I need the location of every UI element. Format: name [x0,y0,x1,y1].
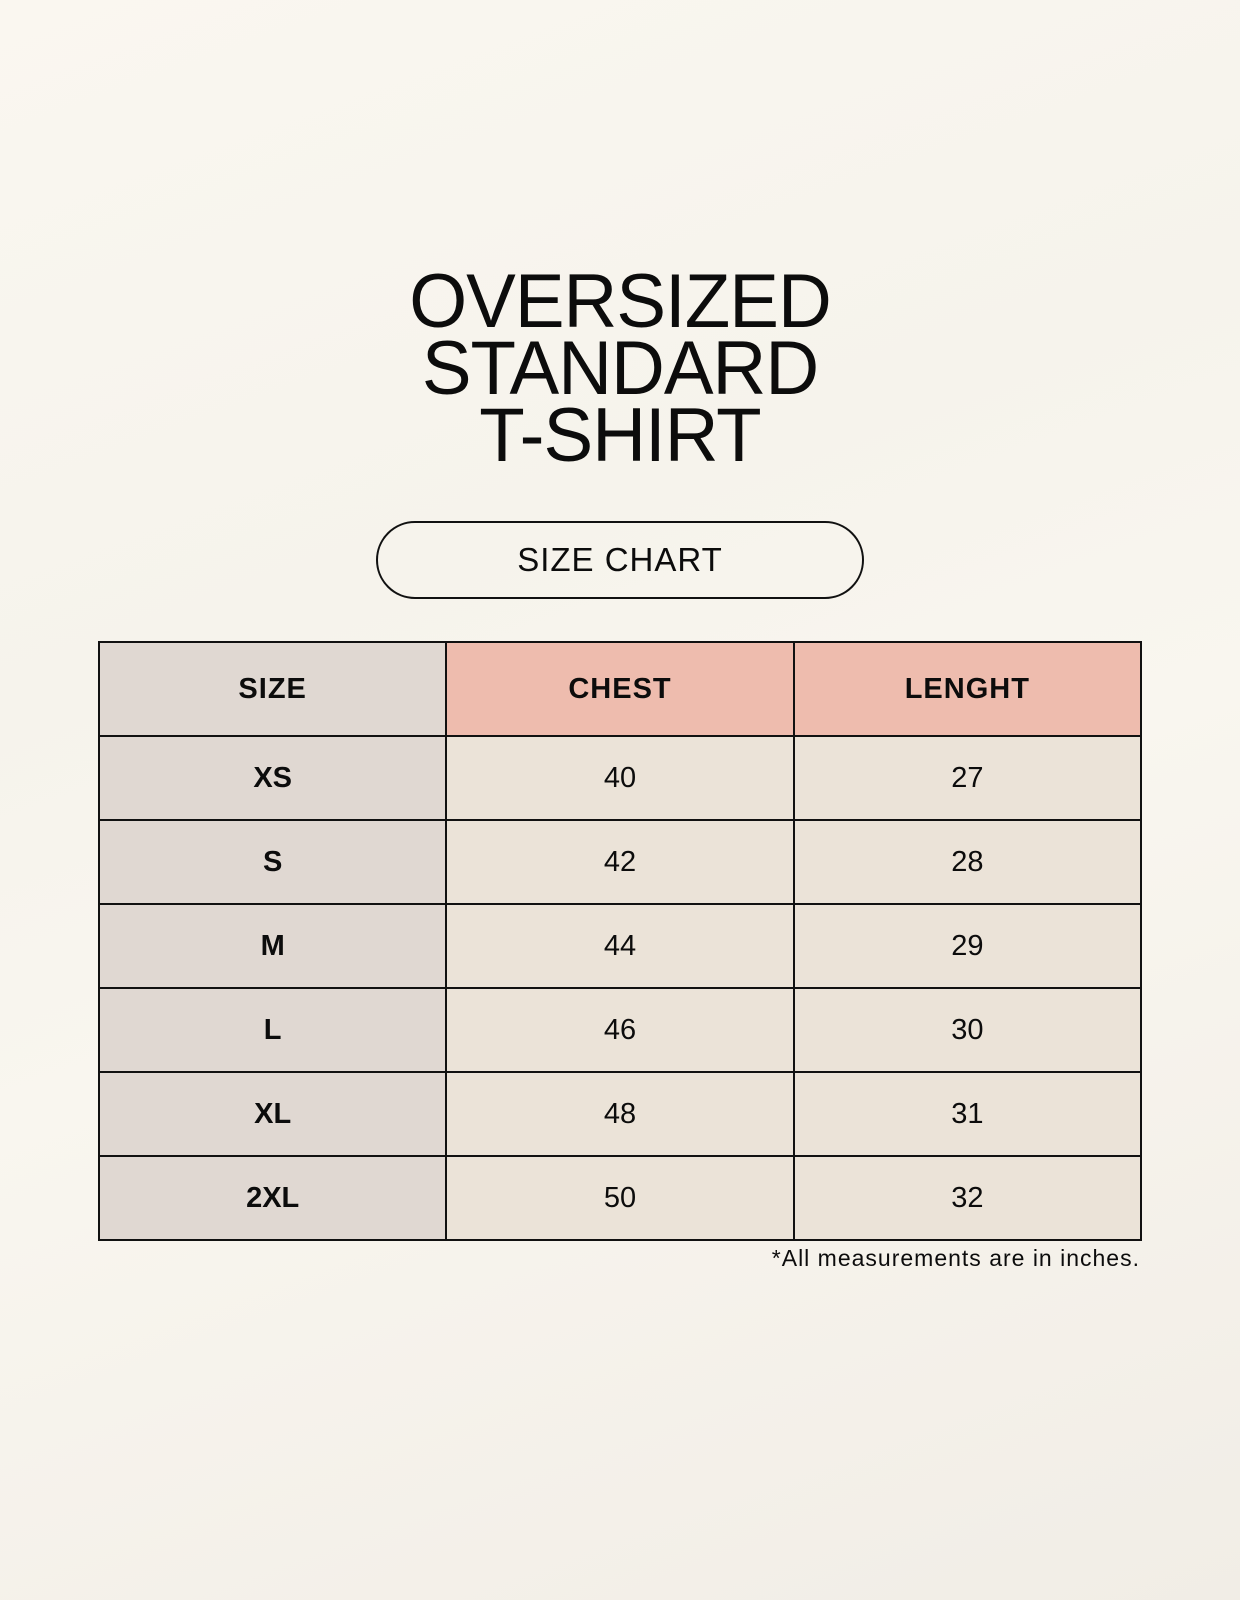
table-row: XS 40 27 [97,735,1143,821]
title-line: STANDARD [421,326,819,411]
page-title: OVERSIZED STANDARD T-SHIRT [12,259,1227,478]
size-table: SIZE CHEST LENGHT XS 40 27 S 42 28 M 44 29 L 46 30 X… [97,641,1143,1241]
cell-size: XS [97,735,448,821]
cell-chest: 44 [445,903,795,989]
cell-chest: 42 [445,819,795,905]
cell-size: S [97,819,448,905]
table-row: 2XL 50 32 [97,1155,1143,1241]
header-length: LENGHT [792,641,1143,737]
size-chart-badge: SIZE CHART [376,521,864,599]
table-row: XL 48 31 [97,1071,1143,1157]
title-line: T-SHIRT [479,393,761,478]
cell-chest: 46 [445,987,795,1073]
cell-size: XL [97,1071,448,1157]
cell-size: L [97,987,448,1073]
cell-length: 28 [792,819,1143,905]
header-chest: CHEST [445,641,795,737]
cell-length: 27 [792,735,1143,821]
footnote: *All measurements are in inches. [771,1245,1140,1271]
cell-chest: 48 [445,1071,795,1157]
cell-chest: 50 [445,1155,795,1241]
cell-size: 2XL [97,1155,448,1241]
cell-length: 29 [792,903,1143,989]
table-row: S 42 28 [97,819,1143,905]
header-size: SIZE [97,641,448,737]
cell-size: M [97,903,448,989]
title-line: OVERSIZED [409,259,832,344]
cell-length: 30 [792,987,1143,1073]
cell-chest: 40 [445,735,795,821]
table-row: L 46 30 [97,987,1143,1073]
cell-length: 31 [792,1071,1143,1157]
table-header-row: SIZE CHEST LENGHT [97,641,1143,737]
cell-length: 32 [792,1155,1143,1241]
table-row: M 44 29 [97,903,1143,989]
